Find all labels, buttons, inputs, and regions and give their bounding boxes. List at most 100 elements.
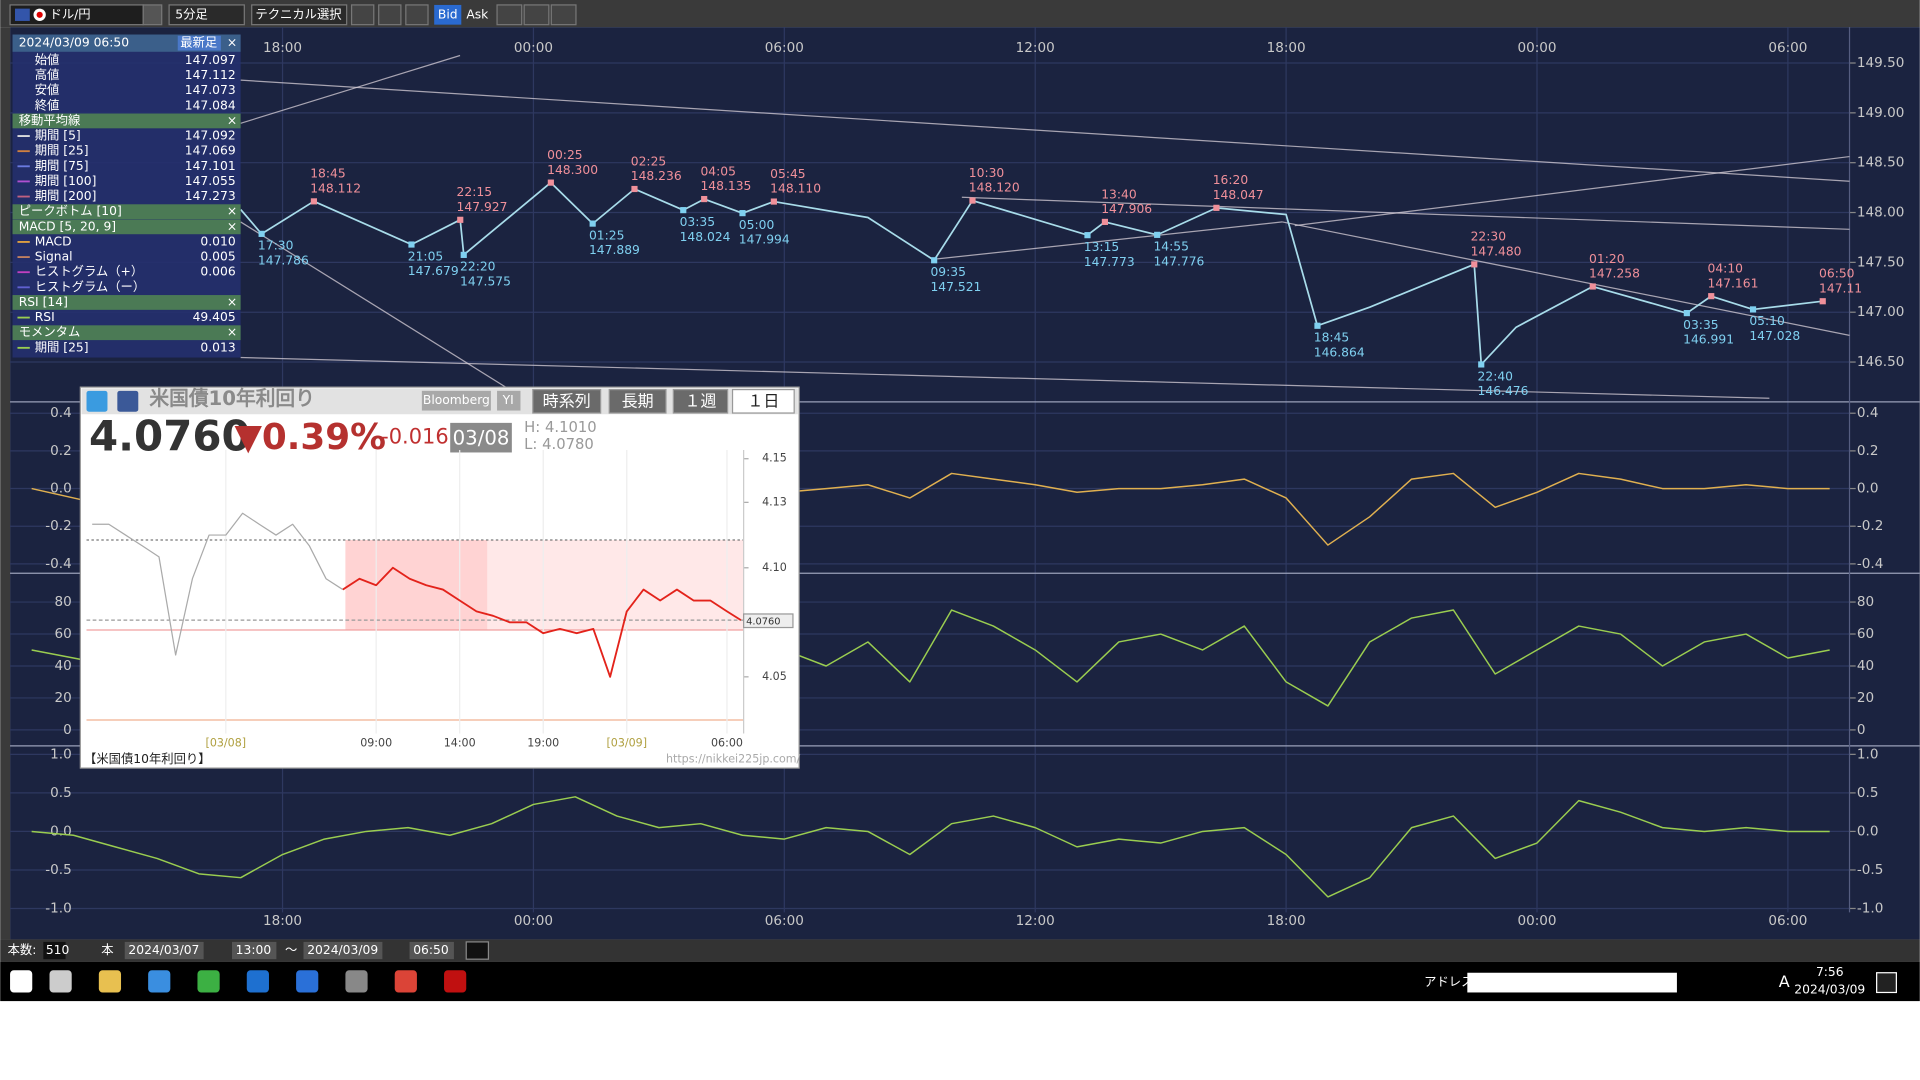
y-tick-label: 148.50 xyxy=(1857,155,1904,171)
pair[interactable]: ドル/円 xyxy=(50,7,91,21)
annotation-price: 148.024 xyxy=(680,230,731,244)
y-tick-label: 0.0 xyxy=(1857,823,1879,839)
y-tick-label: 147.50 xyxy=(1857,254,1904,270)
close-button[interactable]: × xyxy=(227,295,237,309)
row-value: 0.006 xyxy=(200,265,235,279)
x-tick-label: 14:00 xyxy=(444,736,476,749)
x-tick-label: 19:00 xyxy=(527,736,559,749)
from-date[interactable]: 2024/03/07 xyxy=(128,943,199,957)
date-field xyxy=(124,941,204,960)
annotation-time: 13:15 xyxy=(1084,240,1119,254)
annotation-marker xyxy=(547,179,554,186)
y-tick-label: 4.15 xyxy=(762,452,787,465)
annotation-marker xyxy=(310,198,317,205)
yield-line xyxy=(92,512,344,656)
annotation-price: 147.994 xyxy=(739,233,790,247)
ime: A xyxy=(1779,972,1790,991)
row-value: 0.010 xyxy=(200,234,235,248)
current-price: 4.0760 xyxy=(746,616,781,627)
y-tick-label: 60 xyxy=(54,626,71,642)
to-time[interactable]: 06:50 xyxy=(413,943,449,957)
facebook-icon xyxy=(117,390,139,412)
annotation-time: 17:30 xyxy=(258,239,294,253)
annotation-price: 147.776 xyxy=(1153,254,1204,268)
y-tick-label: -0.4 xyxy=(1857,556,1883,572)
annotation-time: 05:10 xyxy=(1749,314,1785,328)
y-tick-label: 1.0 xyxy=(1857,746,1879,762)
y-tick-label: -1.0 xyxy=(45,900,71,916)
momentum-line xyxy=(31,796,1830,898)
section-title: ピークボトム [10] xyxy=(19,204,122,218)
row-value: 147.069 xyxy=(185,144,236,158)
y-tick-label: 40 xyxy=(54,658,71,674)
annotation-price: 147.161 xyxy=(1708,276,1759,290)
tab-label[interactable]: 長期 xyxy=(622,391,654,410)
tool-icon xyxy=(378,4,402,26)
ask[interactable]: Ask xyxy=(466,7,489,21)
y-tick-label: 149.50 xyxy=(1857,55,1904,71)
y-tick-label: 147.00 xyxy=(1857,304,1904,320)
annotation-time: 03:35 xyxy=(680,215,715,229)
annotation-price: 148.110 xyxy=(770,182,821,196)
section-header xyxy=(12,204,241,220)
x-tick-label: 18:00 xyxy=(1267,913,1306,929)
yield-line xyxy=(342,566,742,678)
y-tick-label: -0.5 xyxy=(45,862,71,878)
twitter-icon xyxy=(86,390,108,412)
latest-button-label[interactable]: 最新足 xyxy=(180,36,217,50)
annotation-price: 147.575 xyxy=(460,275,511,289)
taskbar-icon xyxy=(148,970,171,993)
tab-label[interactable]: １日 xyxy=(747,391,779,410)
annotation-marker xyxy=(1478,361,1485,368)
y-tick-label: 1.0 xyxy=(50,746,72,762)
annotation-price: 147.258 xyxy=(1589,267,1640,281)
close-button[interactable]: × xyxy=(227,219,237,233)
close-button[interactable]: × xyxy=(227,36,237,50)
x-tick-label: 18:00 xyxy=(1267,40,1306,56)
x-tick-label: 00:00 xyxy=(1517,40,1556,56)
row-value: 147.055 xyxy=(185,174,236,188)
trend-line xyxy=(240,221,507,388)
source: Bloomberg xyxy=(423,393,490,407)
count: 510 xyxy=(46,943,70,957)
change-percent: ▼0.39% xyxy=(234,417,386,458)
annotation-marker xyxy=(589,220,596,227)
row-label: 期間 [100] xyxy=(35,174,97,188)
section-title: モメンタム xyxy=(19,325,81,339)
tab-label[interactable]: １週 xyxy=(684,391,716,410)
taskbar-icon xyxy=(444,970,467,993)
flag-us xyxy=(15,8,30,21)
technical[interactable]: テクニカル選択 xyxy=(255,7,342,21)
row-label: 期間 [5] xyxy=(35,129,81,143)
y-tick-label: 40 xyxy=(1857,658,1874,674)
price: 4.0760 xyxy=(89,411,251,460)
close-button[interactable]: × xyxy=(227,204,237,218)
timeframe[interactable]: 5分足 xyxy=(175,7,207,21)
taskbar-icon xyxy=(197,970,220,993)
footer: 【米国債10年利回り】 xyxy=(84,751,210,766)
x-tick-label: 18:00 xyxy=(263,40,302,56)
row-label: RSI xyxy=(35,310,55,324)
bid-button xyxy=(434,4,462,25)
row-label: 期間 [75] xyxy=(35,159,89,173)
shade xyxy=(345,540,744,630)
from-time[interactable]: 13:00 xyxy=(236,943,272,957)
row-value: 0.013 xyxy=(200,340,235,354)
taskbar-icon xyxy=(246,970,269,993)
y-tick-label: 0.5 xyxy=(1857,785,1879,801)
to-date[interactable]: 2024/03/09 xyxy=(307,943,378,957)
annotation-marker xyxy=(1819,298,1826,305)
refresh-button xyxy=(465,941,490,960)
y-tick-label: 0.0 xyxy=(1857,481,1879,497)
tab-label[interactable]: 時系列 xyxy=(543,391,591,410)
annotation-time: 14:55 xyxy=(1153,240,1188,254)
close-button[interactable]: × xyxy=(227,113,237,127)
y-tick-label: 80 xyxy=(54,594,71,610)
section-header xyxy=(12,219,241,235)
section-title: MACD [5, 20, 9] xyxy=(19,219,116,233)
bid[interactable]: Bid xyxy=(438,7,458,21)
close-button[interactable]: × xyxy=(227,325,237,339)
taskbar-icon xyxy=(394,970,417,993)
annotation-price: 146.864 xyxy=(1314,345,1365,359)
annotation-price: 146.476 xyxy=(1478,384,1529,398)
